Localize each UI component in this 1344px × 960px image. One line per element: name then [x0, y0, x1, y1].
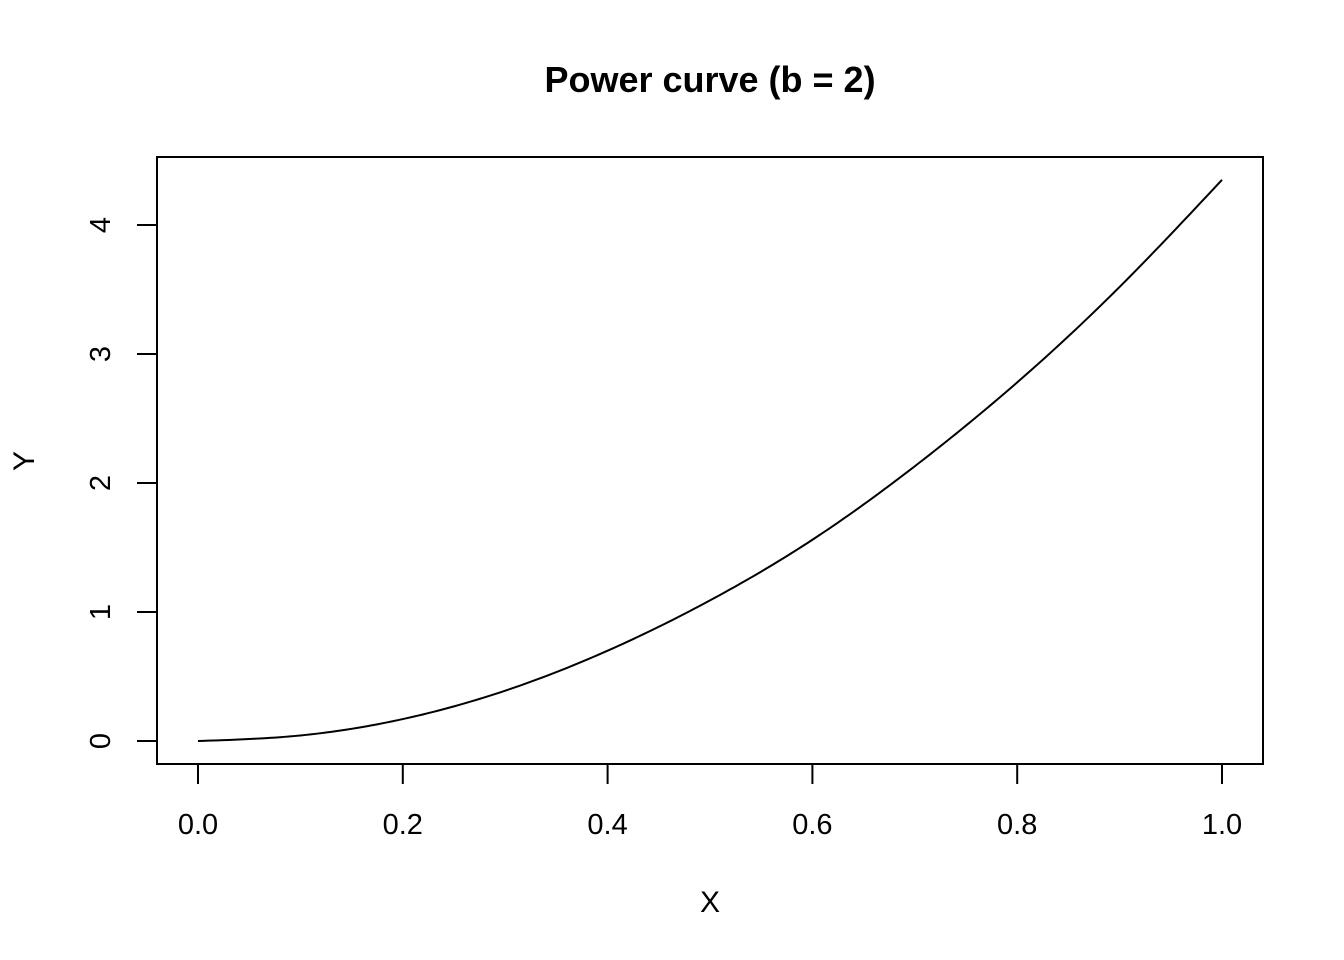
x-axis-label: X [700, 886, 720, 919]
x-tick-label-0: 0.0 [178, 809, 218, 841]
series-line-0 [197, 179, 1223, 742]
x-tick-label-3: 0.6 [792, 809, 832, 841]
y-tick-label-4: 4 [85, 217, 117, 233]
x-axis: 0.0 0.2 0.4 0.6 0.8 1.0 [178, 763, 1242, 841]
y-tick-label-3: 3 [85, 346, 117, 362]
y-tick-label-1: 1 [85, 604, 117, 620]
x-tick-label-4: 0.8 [997, 809, 1037, 841]
y-tick-label-2: 2 [85, 475, 117, 491]
chart-title: Power curve (b = 2) [544, 59, 875, 100]
y-tick-label-0: 0 [85, 733, 117, 749]
y-axis: 0 1 2 3 4 [85, 217, 158, 749]
y-axis-label: Y [8, 451, 41, 471]
x-tick-label-1: 0.2 [383, 809, 423, 841]
series-layer [197, 179, 1223, 742]
x-tick-label-5: 1.0 [1202, 809, 1242, 841]
x-tick-label-2: 0.4 [587, 809, 627, 841]
